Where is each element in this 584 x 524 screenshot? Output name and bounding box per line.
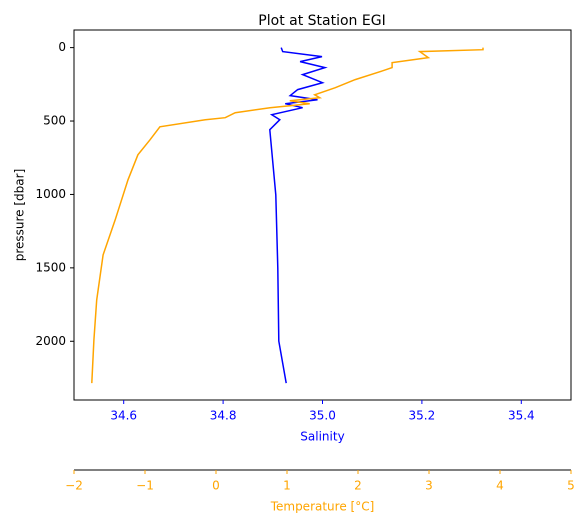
x-tick-label: 34.6 [110, 409, 137, 423]
x-tick-label: 35.2 [409, 409, 436, 423]
x-axis-label: Salinity [300, 430, 344, 444]
x2-axis-label: Temperature [°C] [270, 500, 375, 514]
x-tick-label: 34.8 [210, 409, 237, 423]
profile-line [269, 47, 328, 384]
y-tick-label: 1000 [35, 187, 66, 201]
x2-tick-label: −1 [136, 479, 154, 493]
y-axis-label: pressure [dbar] [13, 169, 27, 262]
x2-tick-label: −2 [65, 479, 83, 493]
x2-tick-label: 2 [354, 479, 362, 493]
chart-title: Plot at Station EGI [258, 13, 385, 29]
profile-line [91, 47, 484, 384]
x2-tick-label: 3 [425, 479, 433, 493]
x2-tick-label: 5 [567, 479, 575, 493]
x-tick-label: 35.4 [508, 409, 535, 423]
y-tick-label: 2000 [35, 334, 66, 348]
y-tick-label: 0 [58, 40, 66, 54]
y-tick-label: 1500 [35, 260, 66, 274]
x-tick-label: 35.0 [309, 409, 336, 423]
y-tick-label: 500 [43, 114, 66, 128]
plot-frame [73, 29, 572, 401]
x2-tick-label: 1 [283, 479, 291, 493]
x2-tick-label: 4 [496, 479, 504, 493]
x2-tick-label: 0 [212, 479, 220, 493]
